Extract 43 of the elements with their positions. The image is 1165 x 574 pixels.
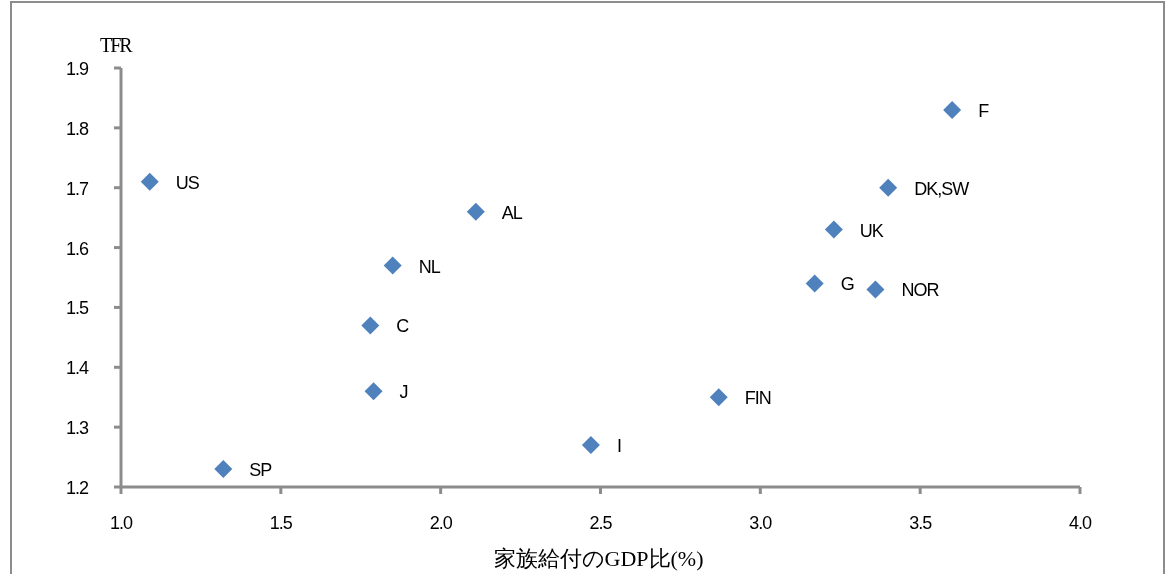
y-tick-label: 1.2 xyxy=(65,478,89,498)
point xyxy=(879,178,898,197)
point xyxy=(140,172,159,191)
annotation: FIN xyxy=(744,388,771,409)
point xyxy=(214,460,233,479)
y-axis-title: TFR xyxy=(100,34,134,56)
point xyxy=(364,382,383,401)
point xyxy=(581,436,600,455)
annotation: I xyxy=(616,436,621,457)
y-tick-label: 1.8 xyxy=(65,118,89,139)
point xyxy=(361,316,380,335)
y-tick-label: 1.3 xyxy=(65,418,89,439)
point xyxy=(824,220,843,239)
annotation: AL xyxy=(501,202,523,223)
x-tick-label: 1.5 xyxy=(269,513,293,533)
annotation: C xyxy=(396,316,410,337)
x-tick-label: 4.0 xyxy=(1068,513,1092,533)
y-tick-label: 1.5 xyxy=(65,298,89,319)
x-tick-label: 3.0 xyxy=(749,513,773,533)
annotation: NOR xyxy=(901,280,940,301)
point xyxy=(709,388,728,407)
point xyxy=(866,280,885,299)
y-tick-label: 1.7 xyxy=(65,178,89,199)
point xyxy=(805,274,824,293)
x-tick-label: 3.5 xyxy=(909,513,933,533)
annotation: G xyxy=(840,274,854,295)
annotation: DK,SW xyxy=(914,178,970,199)
annotation: US xyxy=(175,172,200,193)
annotation: UK xyxy=(859,220,884,241)
annotation: J xyxy=(399,382,408,403)
annotation: NL xyxy=(418,256,441,277)
y-tick-label: 1.6 xyxy=(65,238,89,259)
annotation: SP xyxy=(249,460,273,481)
point xyxy=(466,202,485,221)
point xyxy=(383,256,402,275)
x-axis-title: 家族給付のGDP比(%) xyxy=(493,546,704,571)
y-tick-label: 1.9 xyxy=(65,59,89,79)
y-tick-label: 1.4 xyxy=(65,358,89,379)
x-tick-label: 2.5 xyxy=(589,513,613,533)
x-tick-label: 1.0 xyxy=(109,513,133,533)
x-tick-label: 2.0 xyxy=(429,513,453,533)
point xyxy=(943,100,962,119)
annotation: F xyxy=(978,100,990,121)
